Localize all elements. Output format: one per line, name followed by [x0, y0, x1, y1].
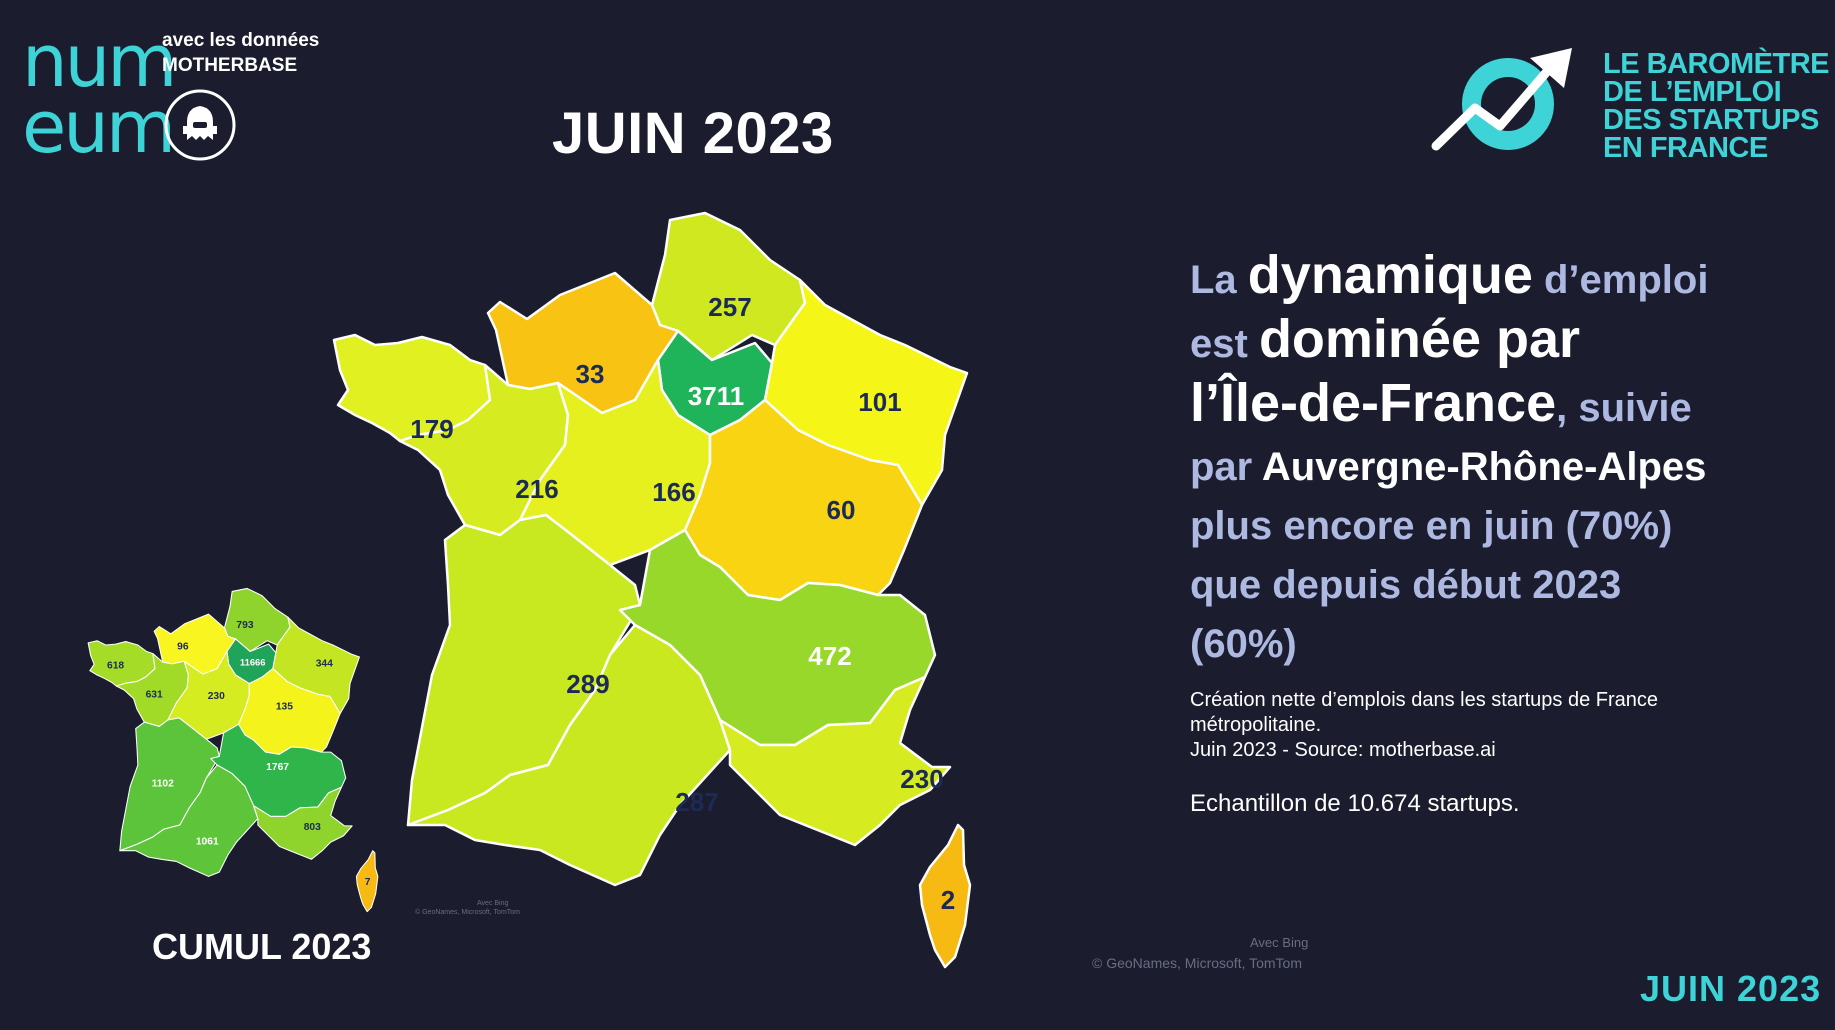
- map-cumul-2023: 793 96 11666 344 618 631 230 135 1102 17…: [87, 587, 379, 913]
- headline-line-5: plus encore en juin (70%): [1190, 504, 1673, 548]
- barometre-line-1: LE BAROMÈTRE: [1603, 48, 1830, 80]
- label-corse: 2: [941, 885, 955, 915]
- headline-part-3: d’emploi: [1532, 258, 1709, 302]
- headline-line-2: est dominée par: [1190, 310, 1810, 374]
- mini-label-auvergne-rhone-alpes: 1767: [266, 762, 289, 773]
- map-bing-attribution: Avec Bing: [1250, 935, 1309, 950]
- motherbase-robot-icon: [164, 89, 236, 161]
- barometre-line-3: DES STARTUPS: [1603, 104, 1819, 136]
- map-copyright: © GeoNames, Microsoft, TomTom: [1092, 955, 1302, 971]
- mini-label-grand-est: 344: [316, 658, 333, 669]
- label-pays-de-la-loire: 216: [515, 474, 558, 504]
- headline-part-2: dynamique: [1247, 245, 1533, 305]
- label-bretagne: 179: [410, 414, 453, 444]
- label-hauts-de-france: 257: [708, 292, 751, 322]
- label-grand-est: 101: [858, 387, 901, 417]
- headline-line-4: par Auvergne-Rhône-Alpes: [1190, 438, 1810, 497]
- source-note-line-2: métropolitaine.: [1190, 714, 1322, 736]
- headline-line-6: que depuis début 2023: [1190, 563, 1622, 607]
- cumul-title: CUMUL 2023: [152, 926, 372, 967]
- mini-label-nouvelle-aquitaine: 1102: [152, 778, 175, 789]
- logo-line-2: eum: [22, 85, 176, 169]
- mini-map-bing-attribution: Avec Bing: [477, 900, 509, 907]
- map-title: JUIN 2023: [552, 101, 834, 166]
- label-occitanie: 287: [675, 787, 718, 817]
- label-normandie: 33: [576, 359, 605, 389]
- region-corse: [918, 823, 972, 969]
- headline-part-1: La: [1190, 258, 1248, 302]
- mini-region-provence-alpes-cote-d-azur: [253, 786, 353, 860]
- headline-part-9: Auvergne-Rhône-Alpes: [1261, 445, 1707, 489]
- map-juin-2023: 257 33 3711 101 179 216 166 60 289 472 2…: [332, 211, 972, 969]
- headline-part-7: , suivie: [1556, 386, 1692, 430]
- headline-part-8: par: [1190, 445, 1262, 489]
- label-bourgogne-franche-comte: 60: [827, 495, 856, 525]
- mini-label-provence-alpes-cote-d-azur: 803: [304, 822, 321, 833]
- mini-label-bretagne: 618: [107, 661, 124, 672]
- sample-size: Echantillon de 10.674 startups.: [1190, 790, 1520, 817]
- mini-label-ile-de-france: 11666: [240, 657, 266, 668]
- mini-region-occitanie: [119, 764, 259, 877]
- mini-label-corse: 7: [365, 877, 371, 888]
- mini-label-normandie: 96: [177, 641, 189, 652]
- headline-line-3: l’Île-de-France, suivie: [1190, 374, 1810, 438]
- headline-part-5: dominée par: [1258, 309, 1581, 369]
- source-note-line-1: Création nette d’emplois dans les startu…: [1190, 689, 1659, 711]
- numeum-logo: num eum: [22, 25, 177, 169]
- mini-label-centre-val-de-loire: 230: [208, 691, 225, 702]
- source-note-line-3: Juin 2023 - Source: motherbase.ai: [1190, 739, 1496, 761]
- mini-label-pays-de-la-loire: 631: [146, 689, 163, 700]
- label-provence-alpes-cote-d-azur: 230: [900, 764, 943, 794]
- headline-line-1: La dynamique d’emploi: [1190, 246, 1810, 310]
- mini-label-hauts-de-france: 793: [236, 620, 253, 631]
- label-ile-de-france: 3711: [688, 381, 744, 411]
- barometre-chart-icon: [1431, 48, 1572, 151]
- barometre-line-2: DE L’EMPLOI: [1603, 76, 1782, 108]
- headline: La dynamique d’emploi est dominée par l’…: [1190, 246, 1810, 674]
- data-credit-line-2: MOTHERBASE: [162, 55, 298, 76]
- barometre-line-4: EN FRANCE: [1603, 132, 1768, 164]
- label-auvergne-rhone-alpes: 472: [808, 641, 851, 671]
- footer-period: JUIN 2023: [1640, 968, 1822, 1009]
- region-provence-alpes-cote-d-azur: [718, 675, 952, 847]
- mini-region-corse: [355, 850, 379, 913]
- headline-part-6: l’Île-de-France: [1190, 373, 1557, 433]
- source-note: Création nette d’emplois dans les startu…: [1190, 688, 1750, 763]
- data-credit-line-1: avec les données: [162, 30, 320, 51]
- headline-line-7: (60%): [1190, 622, 1297, 666]
- label-nouvelle-aquitaine: 289: [566, 669, 609, 699]
- mini-label-occitanie: 1061: [196, 836, 219, 847]
- mini-map-copyright: © GeoNames, Microsoft, TomTom: [415, 909, 520, 916]
- barometre-title: LE BAROMÈTRE DE L’EMPLOI DES STARTUPS EN…: [1603, 48, 1830, 164]
- region-occitanie: [406, 623, 732, 887]
- mini-label-bourgogne-franche-comte: 135: [276, 701, 293, 712]
- label-centre-val-de-loire: 166: [652, 477, 695, 507]
- headline-part-4: est: [1190, 322, 1259, 366]
- data-credit: avec les données MOTHERBASE: [162, 28, 319, 78]
